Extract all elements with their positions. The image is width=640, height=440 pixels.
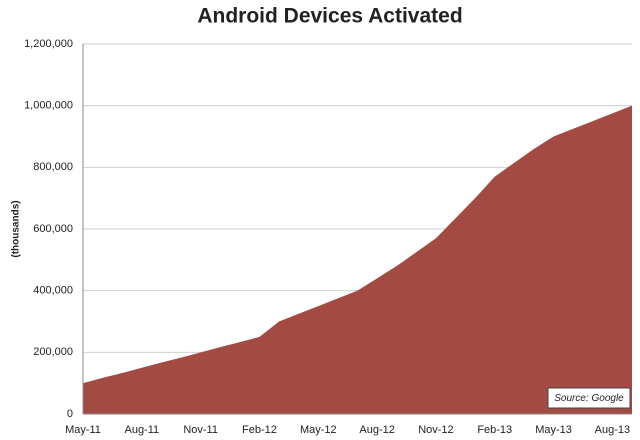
x-tick-label: Nov-11 (183, 424, 218, 436)
annotation-box (547, 387, 631, 409)
x-tick-label: May-12 (300, 424, 337, 436)
x-tick-label: Aug-11 (124, 424, 159, 436)
x-tick-label: Feb-13 (477, 424, 512, 436)
y-tick-label: 1,200,000 (24, 38, 73, 50)
x-tick-label: Aug-13 (595, 424, 630, 436)
annotation: Source: Google (554, 393, 624, 404)
y-tick-label: 600,000 (33, 223, 73, 235)
plot-area: 0 200,000 400,000 600,000 800,000 1,000,000 1,… (24, 38, 632, 436)
chart-title: Android Devices Activated (197, 5, 462, 28)
y-tick-label: 200,000 (33, 346, 73, 358)
x-tick-label: Feb-12 (242, 424, 277, 436)
x-tick-label: May-11 (65, 424, 101, 436)
x-tick-label: Nov-12 (418, 424, 453, 436)
y-tick-label: 0 (67, 408, 73, 420)
x-tick-label: May-13 (535, 424, 572, 436)
y-tick-label: 800,000 (33, 161, 73, 173)
y-tick-label: 400,000 (33, 285, 73, 297)
y-axis-label: (thousands) (11, 200, 22, 257)
area (83, 105, 632, 415)
x-tick-label: Aug-12 (359, 424, 394, 436)
y-tick-label: 1,000,000 (24, 100, 73, 112)
